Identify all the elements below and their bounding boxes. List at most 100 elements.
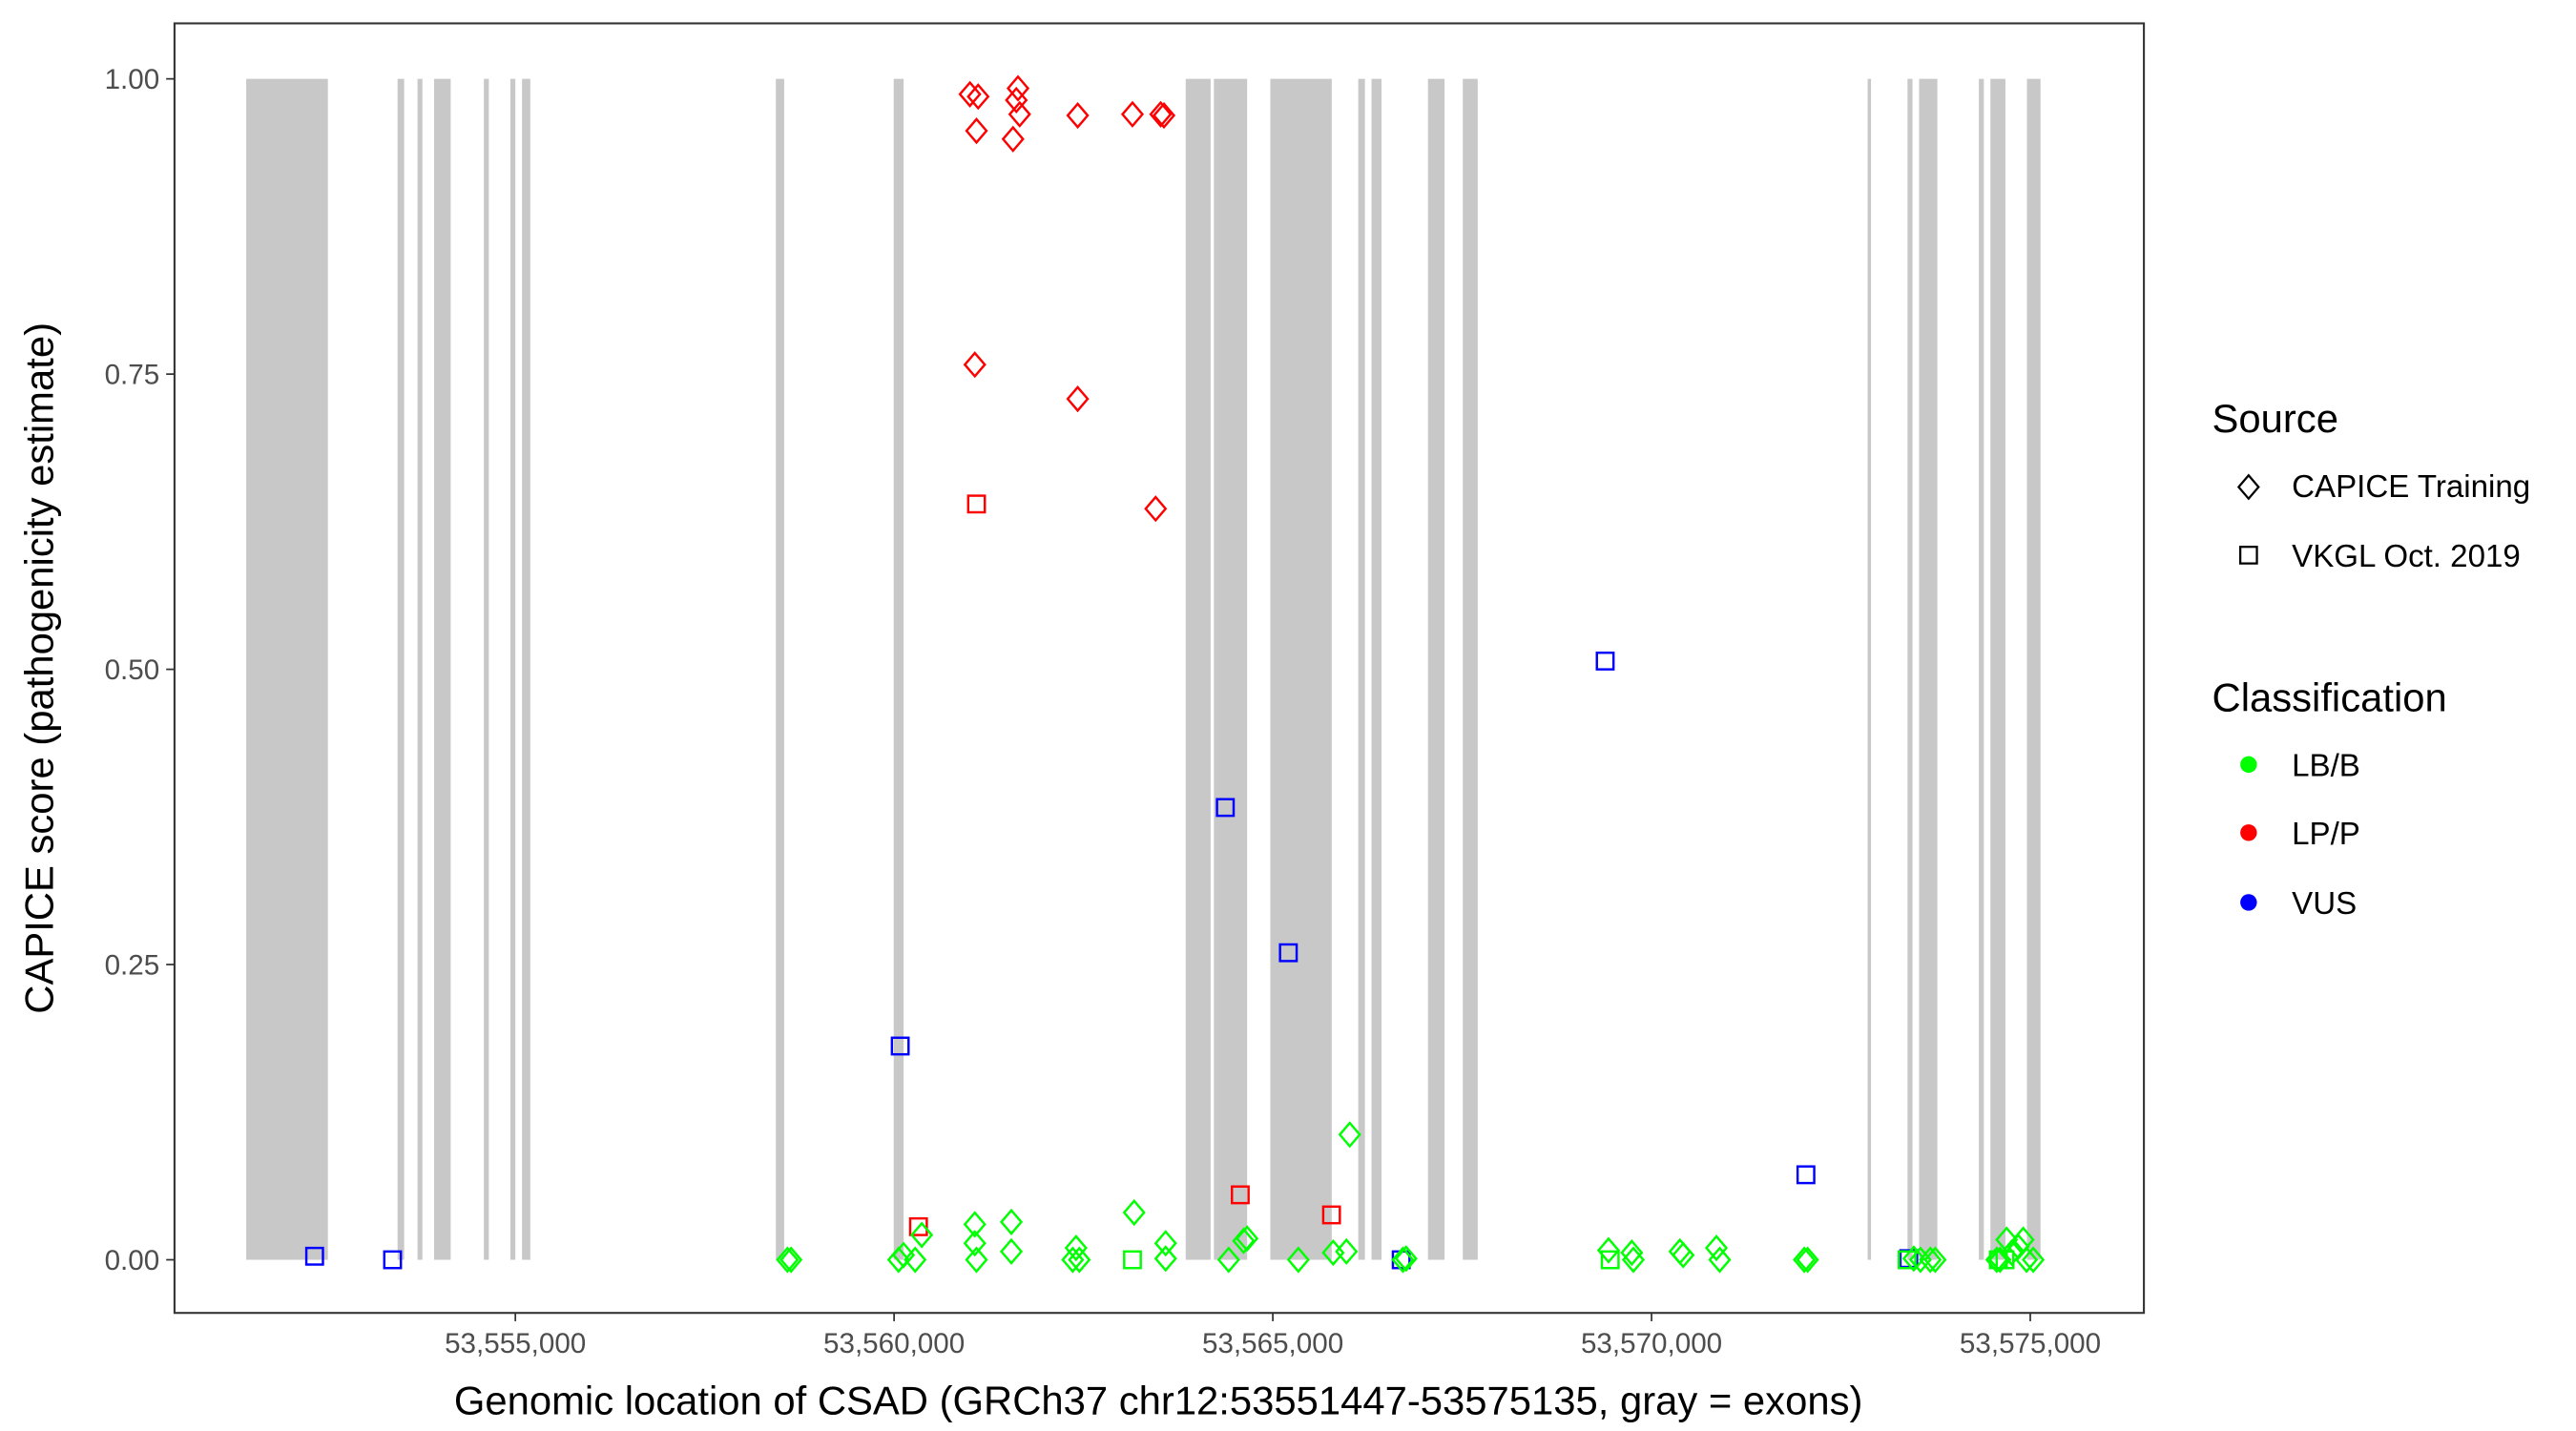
legend-item-lbb: LB/B (2292, 749, 2360, 784)
exon-band (893, 78, 904, 1260)
diamond-point (1066, 101, 1090, 130)
diamond-point (1901, 1245, 1925, 1273)
diamond-point (891, 1241, 916, 1269)
diamond-point (966, 83, 990, 111)
diamond-point (1335, 1237, 1359, 1265)
exon-band (2026, 78, 2041, 1260)
exon-band (1990, 78, 2005, 1260)
diamond-point (963, 351, 987, 379)
exon-band (1867, 78, 1872, 1260)
exon-band (1185, 78, 1211, 1260)
diamond-point (1153, 1245, 1177, 1273)
exon-band (417, 78, 423, 1260)
diamond-point (1001, 125, 1025, 153)
diamond-point (1672, 1241, 1695, 1269)
diamond-point (963, 1230, 987, 1257)
square-point (1278, 943, 1298, 963)
y-tick-label: 0.00 (105, 1245, 160, 1276)
x-tick-label: 53,570,000 (1581, 1328, 1722, 1359)
plot-panel-border (173, 22, 2146, 1315)
diamond-point (1620, 1239, 1644, 1267)
diamond-point (776, 1246, 800, 1274)
square-point (1600, 1250, 1620, 1270)
square-point (1215, 798, 1236, 818)
diamond-point (1919, 1246, 1942, 1274)
legend-item-capice-training: CAPICE Training (2292, 469, 2530, 505)
exon-band (1919, 78, 1938, 1260)
diamond-point (1006, 74, 1030, 102)
exon-band (1358, 78, 1365, 1260)
square-point (966, 494, 987, 514)
exon-band (397, 78, 405, 1260)
exon-band (484, 78, 489, 1260)
diamond-point (1796, 1246, 1819, 1274)
legend-title-classification: Classification (2212, 675, 2447, 720)
legend-item-vkgl: VKGL Oct. 2019 (2292, 539, 2521, 574)
diamond-point (2022, 1246, 2046, 1274)
diamond-point (1391, 1246, 1415, 1274)
legend-square-icon (2238, 546, 2258, 565)
diamond-point (1066, 385, 1090, 413)
square-point (304, 1246, 324, 1266)
x-tick-label: 53,560,000 (823, 1328, 965, 1359)
diamond-point (1668, 1237, 1692, 1265)
diamond-point (1394, 1245, 1418, 1273)
square-point (1796, 1165, 1816, 1185)
x-tick-label: 53,555,000 (445, 1328, 586, 1359)
diamond-point (1708, 1246, 1732, 1274)
diamond-point (1152, 101, 1176, 130)
x-axis-title: Genomic location of CSAD (GRCh37 chr12:5… (454, 1378, 1863, 1422)
exon-band (776, 78, 784, 1260)
square-point (908, 1216, 928, 1236)
exon-band (509, 78, 516, 1260)
x-axis: 53,555,000 53,560,000 53,565,000 53,570,000… (445, 1313, 2101, 1359)
square-point (1123, 1250, 1142, 1270)
x-tick-label: 53,565,000 (1202, 1328, 1343, 1359)
diamond-point (963, 1211, 987, 1238)
diamond-point (1008, 100, 1031, 128)
exon-band (1979, 78, 1984, 1260)
exon-bands (246, 78, 2041, 1260)
exon-band (1371, 78, 1382, 1260)
diamond-point (1793, 1246, 1817, 1274)
diamond-point (886, 1246, 910, 1274)
y-axis-title: CAPICE score (pathogenicity estimate) (17, 322, 62, 1014)
diamond-point (1923, 1246, 1947, 1274)
diamond-point (904, 1246, 927, 1274)
diamond-point (1153, 1230, 1177, 1257)
y-tick-label: 0.50 (105, 654, 160, 686)
legend-item-vus: VUS (2292, 886, 2357, 922)
exon-band (433, 78, 451, 1260)
legend-item-lpp: LP/P (2292, 817, 2360, 852)
diamond-point (1061, 1246, 1085, 1274)
diamond-point (1236, 1225, 1259, 1253)
legend-dot-lbb (2240, 756, 2257, 774)
legend: Source CAPICE Training VKGL Oct. 2019 Cl… (2212, 396, 2531, 922)
y-tick-label: 0.75 (105, 360, 160, 391)
diamond-point (1144, 495, 1168, 523)
exon-band (1907, 78, 1913, 1260)
legend-dot-vus (2240, 894, 2257, 911)
exon-band (1463, 78, 1478, 1260)
diamond-point (2000, 1239, 2024, 1267)
data-points (304, 74, 2046, 1274)
exon-band (522, 78, 530, 1260)
diamond-point (1704, 1234, 1729, 1262)
square-point (1231, 1185, 1250, 1205)
diamond-point (1064, 1234, 1088, 1262)
square-point (1595, 651, 1615, 671)
diamond-point (999, 1208, 1024, 1235)
diamond-point (1596, 1236, 1621, 1264)
legend-dot-lpp (2240, 824, 2257, 841)
legend-diamond-icon (2236, 473, 2260, 501)
exon-band (1427, 78, 1445, 1260)
diamond-point (965, 1246, 988, 1274)
diamond-point (1149, 100, 1173, 128)
exon-band (1270, 78, 1332, 1260)
y-tick-label: 0.25 (105, 950, 160, 982)
square-point (1995, 1250, 2015, 1270)
diamond-point (1621, 1246, 1646, 1274)
diamond-point (999, 1237, 1024, 1265)
y-tick-label: 1.00 (105, 64, 160, 95)
